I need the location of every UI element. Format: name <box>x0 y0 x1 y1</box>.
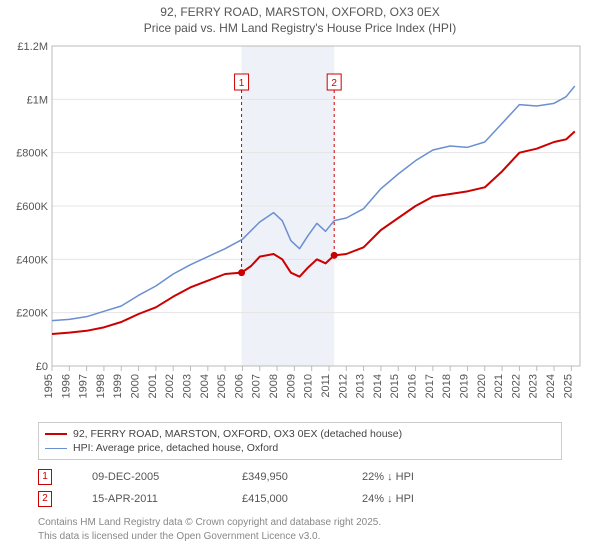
legend-row: HPI: Average price, detached house, Oxfo… <box>45 441 555 455</box>
marker-id-box: 2 <box>38 491 52 507</box>
x-tick-label: 2004 <box>199 374 211 398</box>
chart-title: 92, FERRY ROAD, MARSTON, OXFORD, OX3 0EX… <box>0 0 600 36</box>
y-tick-label: £800K <box>16 148 48 160</box>
marker-table: 1 09-DEC-2005 £349,950 22% ↓ HPI 2 15-APR-201… <box>38 466 562 510</box>
title-line-2: Price paid vs. HM Land Registry's House … <box>144 21 456 35</box>
x-tick-label: 2006 <box>233 374 245 398</box>
x-tick-label: 2008 <box>268 374 280 398</box>
marker-date: 09-DEC-2005 <box>92 471 202 483</box>
legend-swatch <box>45 448 67 449</box>
x-tick-label: 1996 <box>60 374 72 398</box>
chart-area: £0 £200K £400K £600K £800K £1M £1.2M 1995 1996 19… <box>10 36 590 416</box>
x-tick-label: 2012 <box>337 374 349 398</box>
marker-dot <box>238 270 245 277</box>
x-tick-label: 2020 <box>476 374 488 398</box>
legend-row: 92, FERRY ROAD, MARSTON, OXFORD, OX3 0EX… <box>45 427 555 441</box>
marker-price: £415,000 <box>242 493 322 505</box>
y-tick-label: £200K <box>16 308 48 320</box>
y-tick-label: £1M <box>27 95 48 107</box>
x-tick-label: 2016 <box>407 374 419 398</box>
line-chart: £0 £200K £400K £600K £800K £1M £1.2M 1995 1996 19… <box>10 36 590 416</box>
x-tick-label: 2007 <box>251 374 263 398</box>
x-tick-label: 1995 <box>43 374 55 398</box>
marker-row: 1 09-DEC-2005 £349,950 22% ↓ HPI <box>38 466 562 488</box>
x-tick-label: 2017 <box>424 374 436 398</box>
x-tick-label: 2018 <box>441 374 453 398</box>
x-tick-label: 2001 <box>147 374 159 398</box>
marker-date: 15-APR-2011 <box>92 493 202 505</box>
x-tick-label: 2014 <box>372 374 384 398</box>
x-tick-label: 2022 <box>510 374 522 398</box>
x-tick-label: 2000 <box>130 374 142 398</box>
x-tick-label: 2024 <box>545 374 557 398</box>
x-tick-label: 1998 <box>95 374 107 398</box>
marker-delta: 24% ↓ HPI <box>362 493 414 505</box>
title-line-1: 92, FERRY ROAD, MARSTON, OXFORD, OX3 0EX <box>160 5 439 19</box>
copyright-line-1: Contains HM Land Registry data © Crown c… <box>38 517 381 528</box>
y-tick-label: £400K <box>16 255 48 267</box>
marker-box-label: 2 <box>331 78 337 89</box>
x-tick-label: 2003 <box>181 374 193 398</box>
y-tick-label: £0 <box>36 361 48 373</box>
x-tick-label: 2021 <box>493 374 505 398</box>
copyright-line-2: This data is licensed under the Open Gov… <box>38 531 320 542</box>
y-tick-label: £1.2M <box>17 41 48 53</box>
x-tick-label: 2005 <box>216 374 228 398</box>
x-tick-label: 2023 <box>528 374 540 398</box>
marker-box-label: 1 <box>239 78 245 89</box>
legend: 92, FERRY ROAD, MARSTON, OXFORD, OX3 0EX… <box>38 422 562 460</box>
x-tick-label: 1999 <box>112 374 124 398</box>
marker-price: £349,950 <box>242 471 322 483</box>
x-tick-label: 2019 <box>458 374 470 398</box>
x-tick-label: 2015 <box>389 374 401 398</box>
x-tick-label: 2002 <box>164 374 176 398</box>
x-tick-label: 2010 <box>303 374 315 398</box>
marker-dot <box>331 252 338 259</box>
copyright: Contains HM Land Registry data © Crown c… <box>38 516 562 543</box>
x-tick-label: 2013 <box>355 374 367 398</box>
x-tick-label: 2025 <box>562 374 574 398</box>
legend-label: 92, FERRY ROAD, MARSTON, OXFORD, OX3 0EX… <box>73 428 402 440</box>
legend-label: HPI: Average price, detached house, Oxfo… <box>73 442 278 454</box>
marker-id-box: 1 <box>38 469 52 485</box>
marker-delta: 22% ↓ HPI <box>362 471 414 483</box>
x-tick-label: 1997 <box>78 374 90 398</box>
legend-swatch <box>45 433 67 435</box>
x-tick-label: 2009 <box>285 374 297 398</box>
y-tick-label: £600K <box>16 201 48 213</box>
x-tick-label: 2011 <box>320 374 332 398</box>
marker-row: 2 15-APR-2011 £415,000 24% ↓ HPI <box>38 488 562 510</box>
